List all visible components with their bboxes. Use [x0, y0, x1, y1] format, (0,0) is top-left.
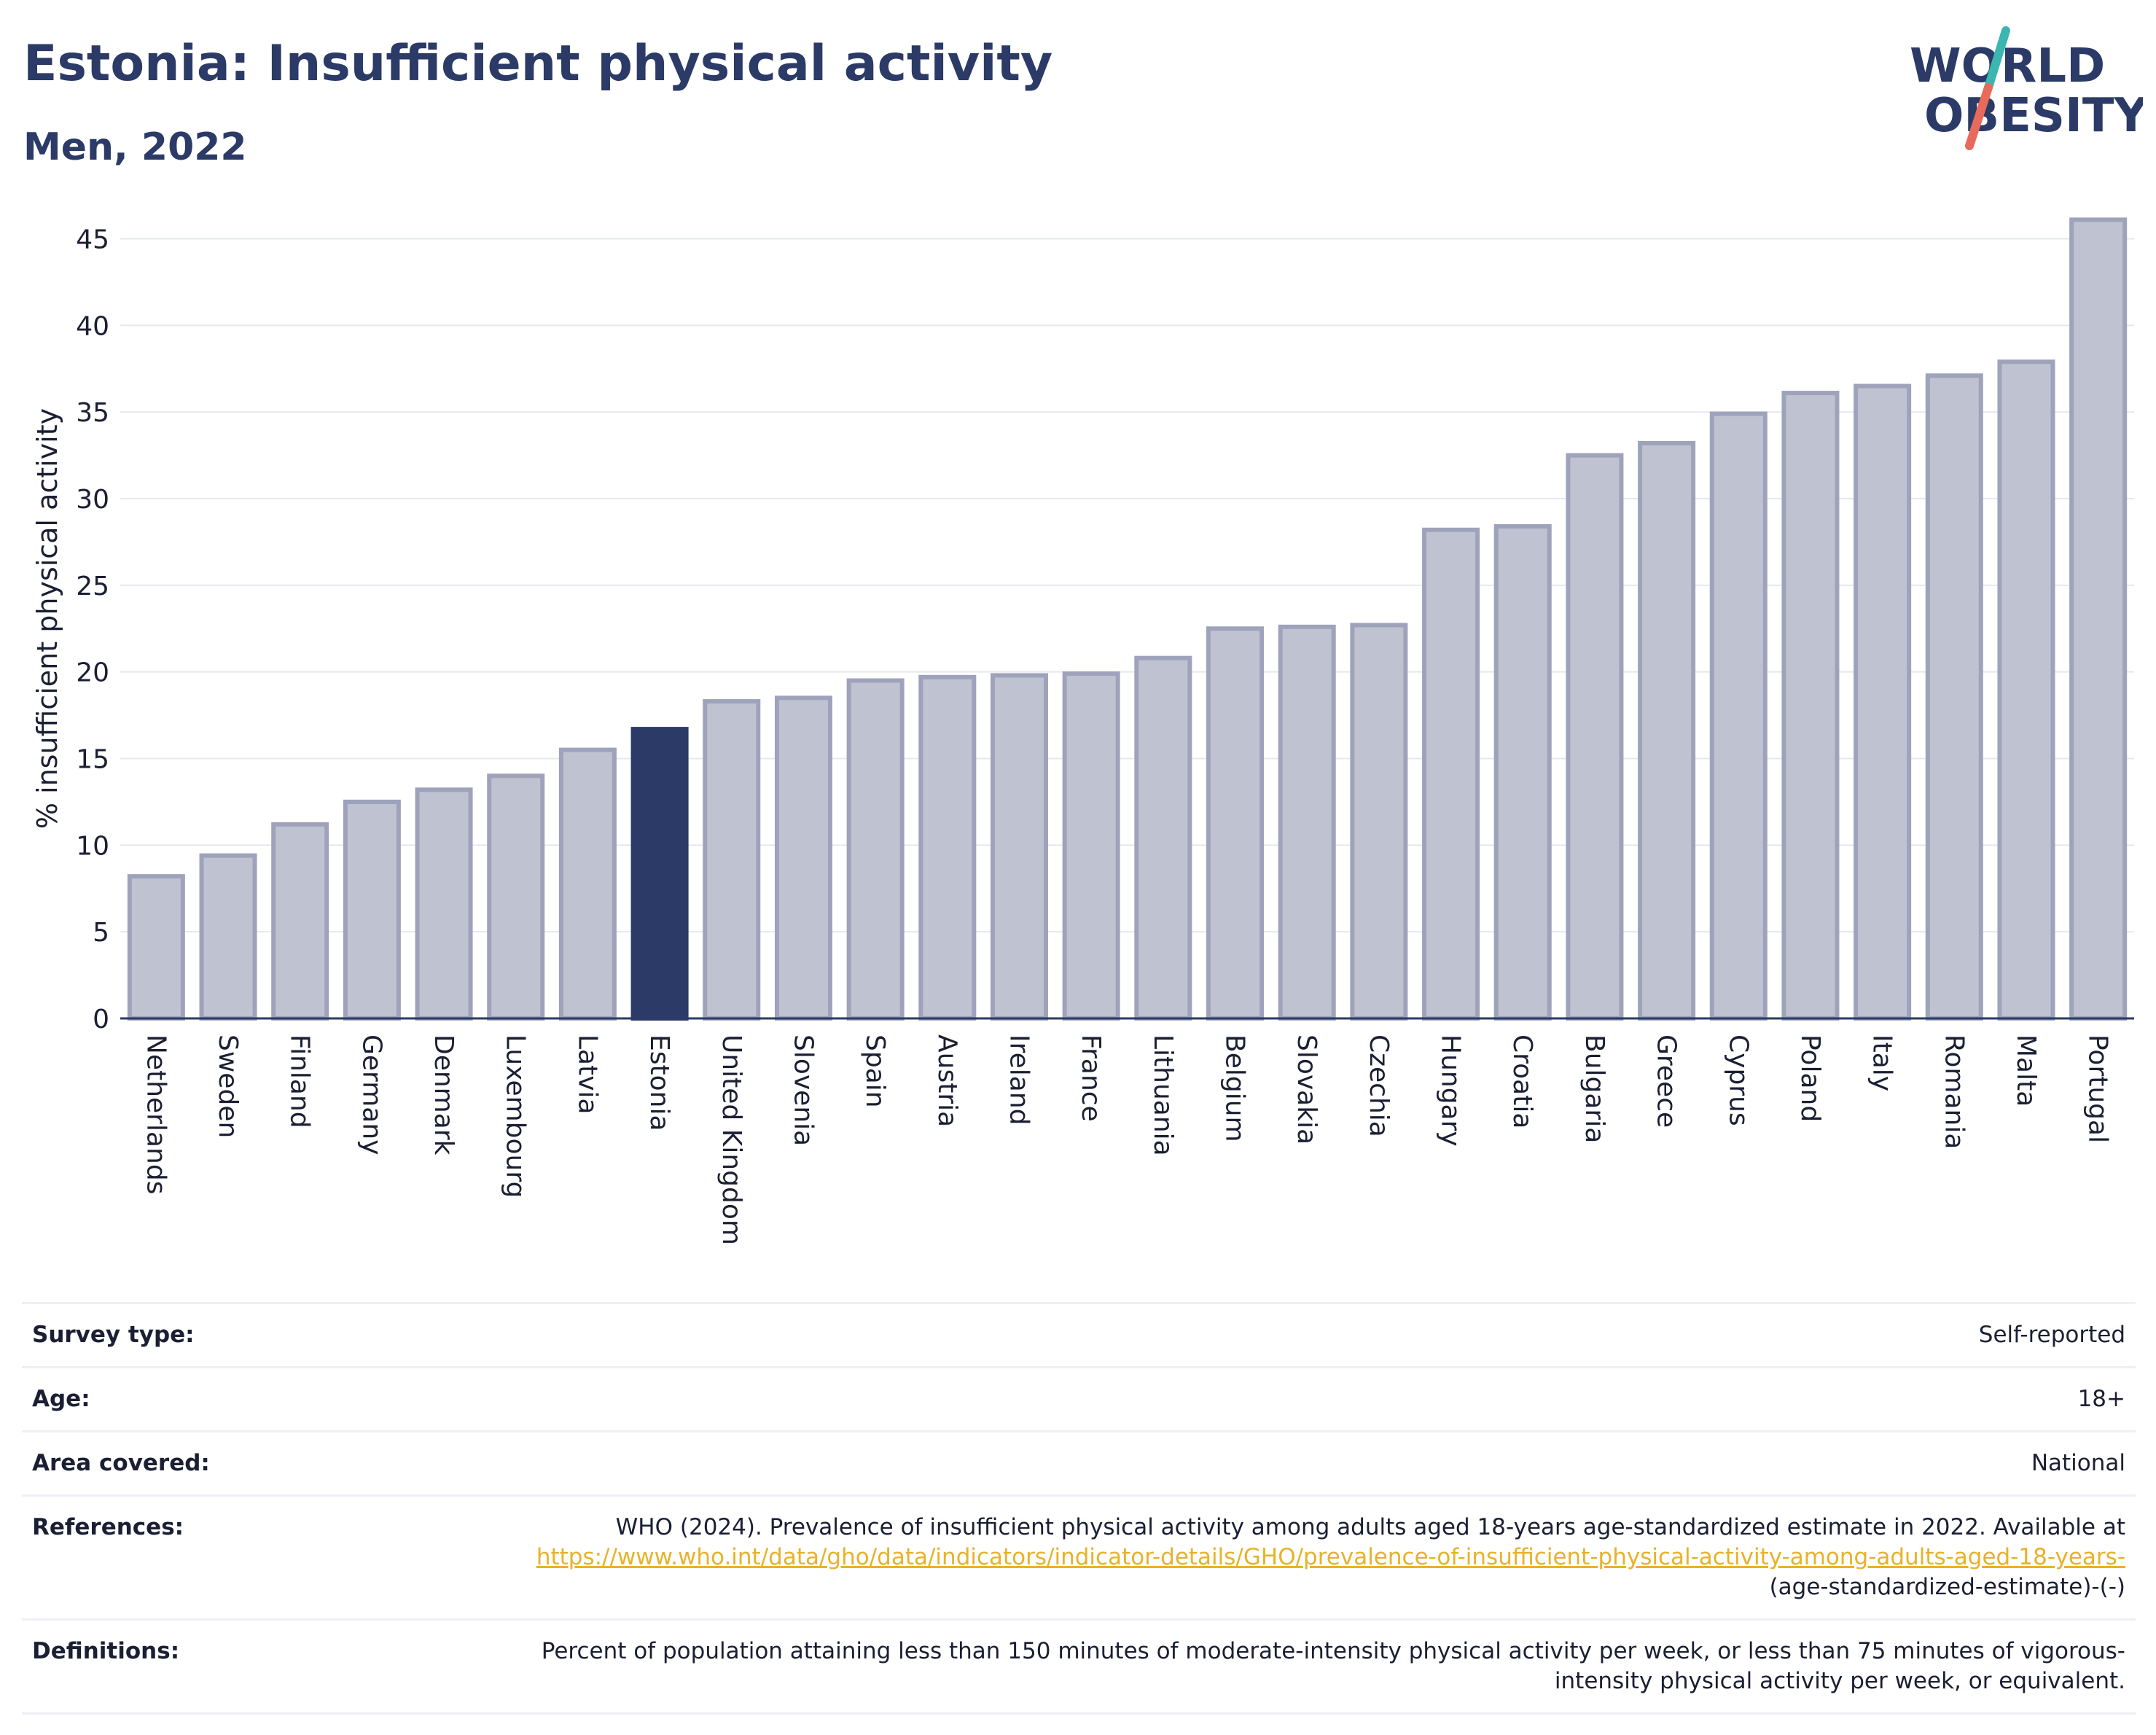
y-tick-label: 10	[76, 831, 109, 861]
x-tick-label: Romania	[1939, 1034, 1969, 1149]
bar-france	[1062, 671, 1120, 1021]
bar-chart: 0 5 10 15 20 25 30 35 40 45 Netherlands Sweden Finl…	[31, 217, 2134, 1245]
x-tick-label: Belgium	[1220, 1034, 1250, 1142]
references-value: WHO (2024). Prevalence of insufficient p…	[522, 1513, 2125, 1602]
x-tick-label: Estonia	[644, 1034, 674, 1131]
x-tick-label: Finland	[285, 1034, 315, 1128]
bar-italy	[1854, 383, 1912, 1021]
area-label: Area covered:	[32, 1450, 210, 1476]
x-tick-label: Denmark	[429, 1034, 458, 1155]
bar-austria	[918, 674, 977, 1021]
bar-sweden	[199, 853, 257, 1021]
bar-lithuania	[1134, 655, 1192, 1021]
y-tick-label: 35	[76, 398, 109, 428]
y-axis-label: % insufficient physical activity	[31, 408, 63, 829]
x-tick-label: Czechia	[1364, 1034, 1394, 1137]
x-tick-label: Greece	[1652, 1034, 1682, 1128]
bar-belgium	[1206, 626, 1265, 1021]
y-tick-label: 0	[93, 1005, 109, 1034]
info-row-age: Age: 18+	[22, 1366, 2136, 1430]
y-tick-label: 20	[76, 658, 109, 688]
x-tick-label: Ireland	[1004, 1034, 1034, 1126]
bar-ireland	[990, 673, 1048, 1021]
x-tick-label: Hungary	[1436, 1034, 1466, 1147]
x-tick-label: Bulgaria	[1579, 1034, 1609, 1143]
logo-text-obesity: OBESITY	[1924, 89, 2143, 143]
definitions-label: Definitions:	[32, 1638, 180, 1664]
bar-greece	[1638, 440, 1696, 1021]
bar-luxembourg	[487, 773, 545, 1021]
x-tick-label: Austria	[932, 1034, 962, 1127]
x-tick-label: Germany	[356, 1034, 386, 1155]
logo-slash-bottom	[1965, 83, 1993, 150]
bar-croatia	[1493, 524, 1552, 1021]
survey-type-value: Self-reported	[1978, 1322, 2125, 1348]
x-tick-label: Croatia	[1507, 1034, 1537, 1128]
logo-text-world: WORLD	[1910, 39, 2105, 93]
age-label: Age:	[32, 1386, 90, 1412]
survey-type-label: Survey type:	[32, 1322, 195, 1348]
area-value: National	[2031, 1450, 2125, 1476]
y-tick-label: 45	[76, 225, 109, 255]
bar-latvia	[558, 747, 617, 1021]
y-tick-label: 25	[76, 572, 109, 601]
x-tick-label: Sweden	[213, 1034, 243, 1138]
bar-estonia	[630, 727, 689, 1021]
world-obesity-logo: WORLD OBESITY	[1910, 26, 2143, 150]
y-axis-ticks: 0 5 10 15 20 25 30 35 40 45	[76, 225, 109, 1034]
info-row-references: References: WHO (2024). Prevalence of in…	[22, 1494, 2136, 1618]
page-subtitle: Men, 2022	[23, 125, 247, 169]
x-tick-label: Lithuania	[1148, 1034, 1178, 1156]
references-link[interactable]: https://www.who.int/data/gho/data/indica…	[536, 1544, 2125, 1570]
bar-slovakia	[1278, 624, 1336, 1021]
x-tick-label: Italy	[1867, 1034, 1897, 1091]
bar-finland	[271, 822, 329, 1021]
x-tick-label: Portugal	[2083, 1034, 2113, 1143]
bar-denmark	[415, 787, 473, 1021]
bar-united-kingdom	[703, 699, 761, 1021]
x-tick-label: Netherlands	[141, 1034, 171, 1194]
references-suffix: (age-standardized-estimate)-(-)	[1769, 1574, 2125, 1600]
bars	[127, 217, 2128, 1021]
bar-spain	[846, 678, 905, 1021]
info-row-survey-type: Survey type: Self-reported	[22, 1302, 2136, 1366]
definitions-value: Percent of population attaining less tha…	[541, 1638, 2125, 1694]
x-tick-label: France	[1076, 1034, 1106, 1122]
bar-bulgaria	[1566, 453, 1624, 1021]
bar-germany	[343, 799, 401, 1021]
page-title: Estonia: Insufficient physical activity	[23, 35, 1053, 93]
references-text: WHO (2024). Prevalence of insufficient p…	[615, 1514, 2125, 1540]
y-tick-label: 30	[76, 485, 109, 515]
x-tick-label: Slovakia	[1292, 1034, 1321, 1145]
y-tick-label: 15	[76, 745, 109, 775]
age-value: 18+	[2077, 1386, 2125, 1412]
bar-romania	[1925, 373, 1983, 1021]
bar-czechia	[1350, 623, 1408, 1021]
bar-cyprus	[1709, 411, 1768, 1021]
x-tick-label: Slovenia	[788, 1034, 818, 1146]
x-tick-label: Latvia	[572, 1034, 602, 1115]
x-tick-label: Spain	[860, 1034, 890, 1108]
x-tick-label: United Kingdom	[716, 1034, 746, 1245]
references-label: References:	[32, 1514, 184, 1540]
x-tick-label: Poland	[1795, 1034, 1825, 1122]
info-row-area: Area covered: National	[22, 1430, 2136, 1494]
info-row-definitions: Definitions: Percent of population attai…	[22, 1618, 2136, 1715]
x-tick-label: Malta	[2011, 1034, 2041, 1107]
bar-slovenia	[774, 695, 832, 1021]
info-table: Survey type: Self-reported Age: 18+ Area…	[22, 1302, 2136, 1715]
bar-netherlands	[127, 874, 185, 1021]
bar-portugal	[2069, 217, 2128, 1021]
y-tick-label: 40	[76, 311, 109, 341]
bar-poland	[1781, 391, 1840, 1021]
x-axis-labels: Netherlands Sweden Finland Germany Denmark Lu…	[141, 1034, 2112, 1245]
bar-malta	[1997, 359, 2055, 1021]
x-tick-label: Luxembourg	[501, 1034, 531, 1198]
logo-slash-top	[1984, 26, 2010, 92]
x-tick-label: Cyprus	[1723, 1034, 1753, 1126]
bar-hungary	[1422, 527, 1480, 1021]
y-tick-label: 5	[93, 918, 109, 948]
